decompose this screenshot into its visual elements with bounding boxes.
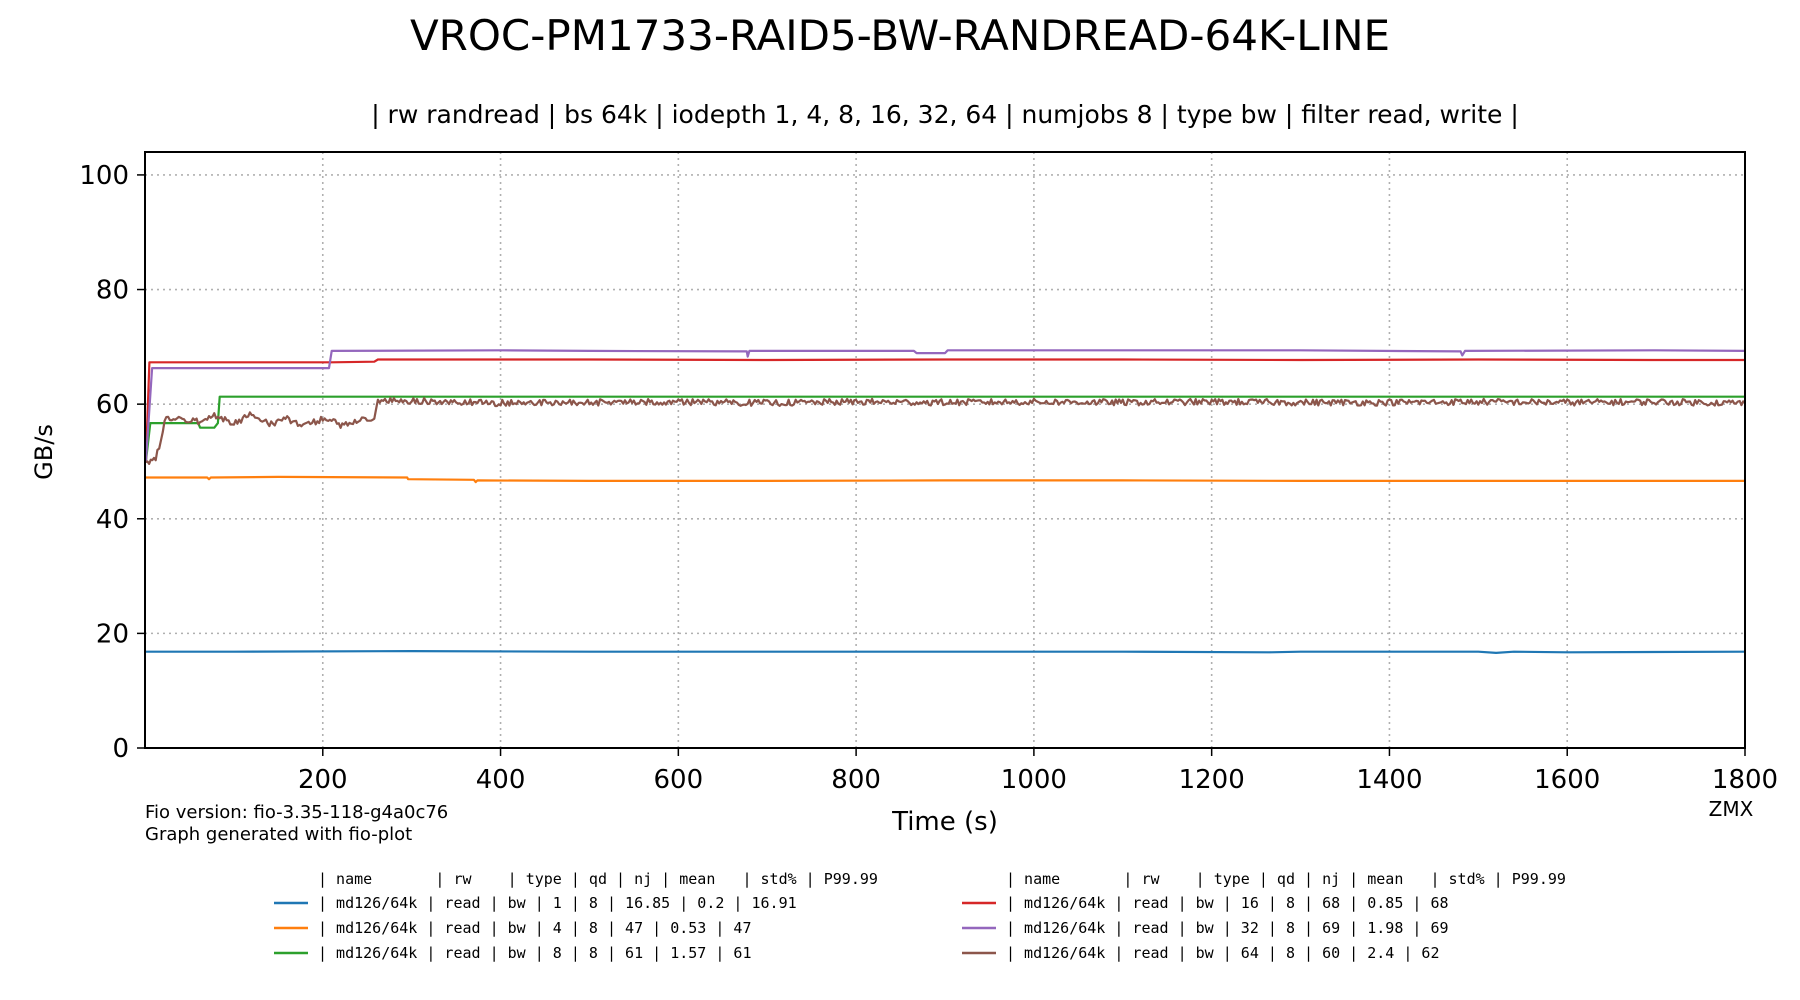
y-tick-label: 0 [112, 734, 129, 764]
legend-table: | name | rw | type | qd | nj | mean | st… [274, 870, 1566, 962]
series-line-5 [144, 349, 1746, 462]
legend-row: | md126/64k | read | bw | 8 | 8 | 61 | 1… [318, 944, 751, 962]
y-tick-label: 20 [96, 619, 129, 649]
x-tick-label: 800 [831, 765, 881, 795]
grid-lines [145, 152, 1745, 748]
series-line-4 [144, 358, 1745, 462]
x-tick-label: 400 [476, 765, 526, 795]
legend-row: | md126/64k | read | bw | 64 | 8 | 60 | … [1006, 944, 1439, 962]
chart-title: VROC-PM1733-RAID5-BW-RANDREAD-64K-LINE [410, 11, 1390, 60]
x-axis-label: Time (s) [891, 807, 998, 837]
x-tick-label: 1200 [1179, 765, 1245, 795]
legend-row: | md126/64k | read | bw | 4 | 8 | 47 | 0… [318, 919, 751, 937]
x-tick-label: 1400 [1356, 765, 1422, 795]
plot-frame [144, 151, 1746, 749]
brand-label: ZMX [1709, 797, 1754, 821]
legend-row: | md126/64k | read | bw | 32 | 8 | 69 | … [1006, 919, 1449, 937]
y-axis-label: GB/s [30, 424, 58, 480]
series-line-2 [145, 475, 1745, 484]
chart-subtitle: | rw randread | bs 64k | iodepth 1, 4, 8… [371, 100, 1519, 129]
fio-version-text: Fio version: fio-3.35-118-g4a0c76 [145, 802, 448, 823]
x-tick-label: 1800 [1712, 765, 1778, 795]
y-tick-label: 40 [96, 505, 129, 535]
series-line-1 [145, 650, 1746, 654]
x-tick-label: 200 [298, 765, 348, 795]
legend-header-left: | name | rw | type | qd | nj | mean | st… [318, 870, 878, 888]
plot-series [144, 349, 1746, 654]
y-tick-label: 60 [96, 390, 129, 420]
x-tick-label: 1000 [1001, 765, 1067, 795]
x-tick-label: 600 [654, 765, 704, 795]
series-line-3 [144, 395, 1745, 462]
legend-row: | md126/64k | read | bw | 1 | 8 | 16.85 … [318, 894, 797, 912]
generated-with-text: Graph generated with fio-plot [145, 824, 412, 845]
y-tick-label: 100 [79, 161, 129, 191]
legend-row: | md126/64k | read | bw | 16 | 8 | 68 | … [1006, 894, 1449, 912]
series-line-6 [145, 397, 1746, 465]
x-tick-label: 1600 [1534, 765, 1600, 795]
axis-ticks: 200 400 600 800 1000 1200 1400 1600 1800 0 20 40 60 8… [79, 161, 1778, 795]
y-tick-label: 80 [96, 276, 129, 306]
legend-header-right: | name | rw | type | qd | nj | mean | st… [1006, 870, 1566, 888]
